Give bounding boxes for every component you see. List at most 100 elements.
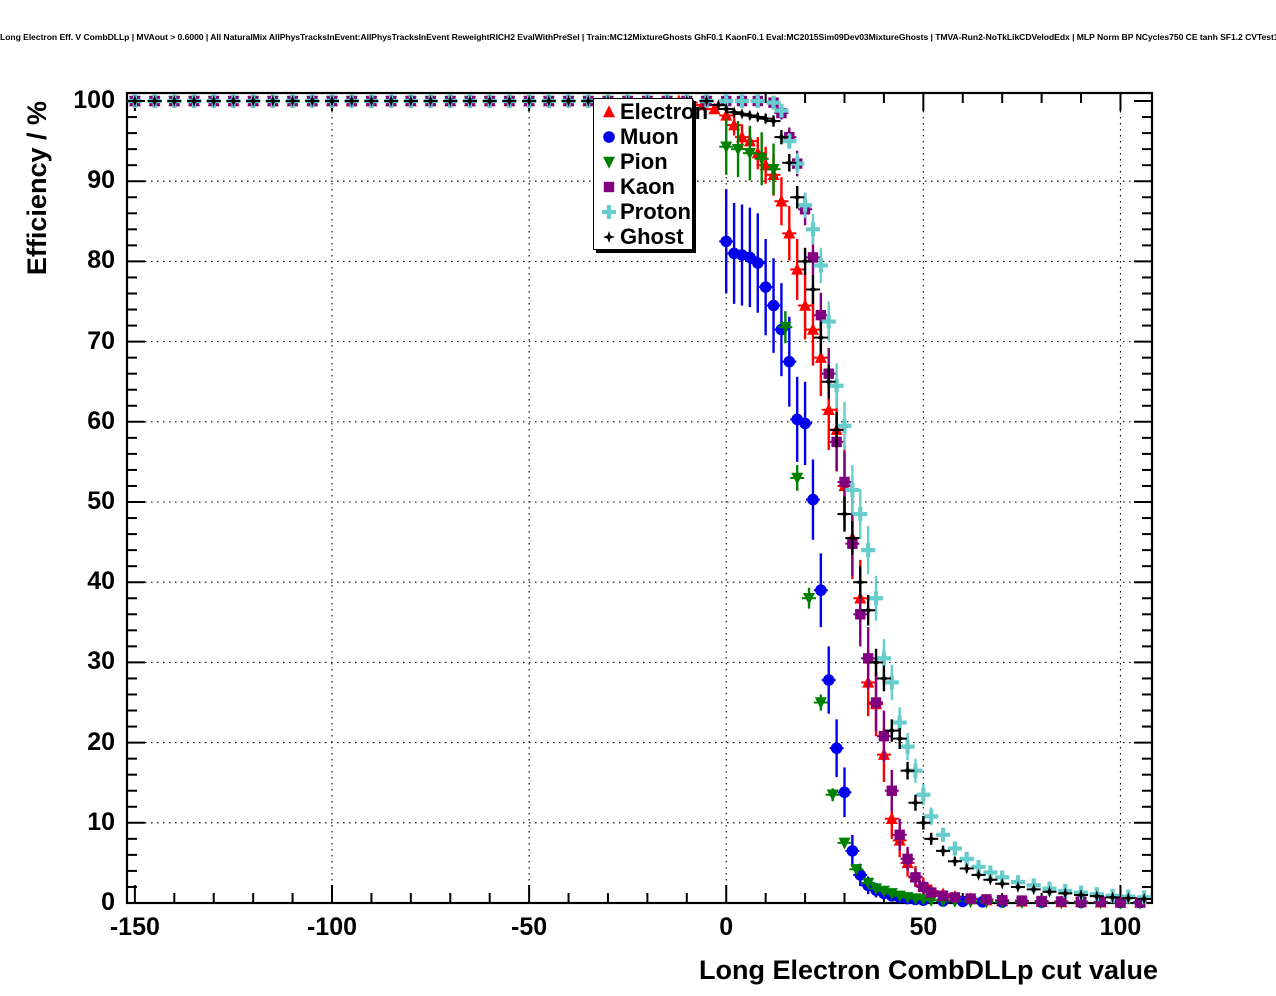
legend-label: Pion xyxy=(620,148,668,174)
data-point-cross xyxy=(735,94,749,109)
data-point-square xyxy=(1095,896,1106,907)
data-point-circle xyxy=(767,299,780,312)
data-point-star xyxy=(1075,888,1088,901)
x-tick-label: -100 xyxy=(306,913,358,941)
data-point-star xyxy=(1011,880,1024,893)
marker-star xyxy=(984,873,997,886)
data-point-star xyxy=(728,106,741,119)
data-point-star xyxy=(822,375,835,388)
marker-circle xyxy=(799,417,811,430)
data-point-star xyxy=(917,816,930,829)
legend-entry-muon[interactable]: Muon xyxy=(594,124,692,149)
marker-star xyxy=(806,283,819,296)
marker-circle xyxy=(767,299,780,312)
marker-square xyxy=(937,890,949,901)
data-point-star xyxy=(444,95,457,108)
marker-square xyxy=(918,881,929,893)
data-point-cross xyxy=(798,198,813,213)
marker-star xyxy=(207,95,220,108)
data-point-cross xyxy=(861,543,876,558)
legend-label: Muon xyxy=(620,123,679,149)
marker-star xyxy=(909,796,922,809)
data-point-star xyxy=(877,672,890,685)
marker-square xyxy=(862,653,874,664)
marker-cross xyxy=(995,870,1010,885)
data-point-star xyxy=(582,95,595,108)
marker-triangle-up xyxy=(603,105,615,118)
data-point-triangle-down xyxy=(814,697,827,710)
legend-marker-triangle-down-icon xyxy=(598,149,620,174)
marker-square xyxy=(878,730,890,742)
marker-star xyxy=(917,816,930,829)
marker-square xyxy=(870,697,882,708)
marker-triangle-up xyxy=(814,350,827,363)
data-point-circle xyxy=(799,417,811,430)
marker-triangle-up xyxy=(783,226,796,239)
legend-entry-ghost[interactable]: Ghost xyxy=(594,224,692,249)
marker-star xyxy=(767,115,780,128)
data-point-cross xyxy=(900,739,915,754)
data-point-square xyxy=(603,181,615,193)
marker-circle xyxy=(830,742,843,755)
marker-star xyxy=(345,95,358,108)
data-point-circle xyxy=(751,257,764,269)
x-tick-label: -150 xyxy=(109,913,160,941)
data-point-square xyxy=(1115,896,1126,908)
data-point-triangle-up xyxy=(708,102,721,115)
data-point-square xyxy=(937,890,949,901)
legend-entry-pion[interactable]: Pion xyxy=(594,149,692,174)
data-point-square xyxy=(870,697,882,708)
data-point-star xyxy=(523,95,536,108)
data-point-star xyxy=(1059,887,1072,900)
y-tick-label: 80 xyxy=(87,246,115,275)
marker-circle xyxy=(815,584,827,597)
marker-star xyxy=(1075,888,1088,901)
marker-cross xyxy=(853,507,868,522)
marker-cross xyxy=(884,675,899,690)
marker-square xyxy=(1016,895,1028,906)
marker-circle xyxy=(822,674,835,686)
legend-entry-proton[interactable]: Proton xyxy=(594,199,692,224)
data-point-star xyxy=(542,95,555,108)
data-point-square xyxy=(949,892,961,903)
marker-star xyxy=(463,95,476,108)
marker-star xyxy=(1090,890,1103,903)
data-point-triangle-up xyxy=(783,226,796,239)
data-point-square xyxy=(839,476,850,488)
data-point-square xyxy=(894,829,905,841)
marker-cross xyxy=(782,134,797,149)
marker-triangle-up xyxy=(885,812,898,824)
legend-label: Kaon xyxy=(620,173,675,199)
legend-marker-cross-icon xyxy=(598,199,620,224)
marker-star xyxy=(1011,880,1024,893)
data-point-star xyxy=(743,109,756,122)
marker-star xyxy=(759,112,772,125)
data-point-square xyxy=(1016,895,1028,906)
marker-triangle-up xyxy=(806,322,819,335)
marker-cross xyxy=(971,859,986,874)
data-point-circle xyxy=(720,235,733,248)
marker-cross xyxy=(936,827,951,842)
x-tick-label: -50 xyxy=(511,913,548,941)
marker-triangle-down xyxy=(720,141,733,154)
marker-cross xyxy=(861,543,876,558)
legend-entry-kaon[interactable]: Kaon xyxy=(594,174,692,199)
marker-star xyxy=(1043,885,1056,898)
marker-star xyxy=(736,107,748,120)
marker-triangle-down xyxy=(862,877,875,890)
marker-cross xyxy=(916,787,931,802)
marker-star xyxy=(728,106,741,119)
data-point-square xyxy=(807,252,819,263)
data-point-star xyxy=(893,732,906,745)
data-point-triangle-down xyxy=(838,837,851,850)
data-point-square xyxy=(965,893,976,904)
y-tick-label: 100 xyxy=(73,86,115,115)
data-point-star xyxy=(846,532,859,545)
marker-star xyxy=(870,656,883,669)
marker-star xyxy=(168,95,181,108)
marker-star xyxy=(365,95,378,108)
legend-entry-electron[interactable]: Electron xyxy=(594,99,708,124)
data-point-square xyxy=(926,887,937,898)
marker-cross xyxy=(924,809,939,824)
data-point-star xyxy=(870,656,883,669)
